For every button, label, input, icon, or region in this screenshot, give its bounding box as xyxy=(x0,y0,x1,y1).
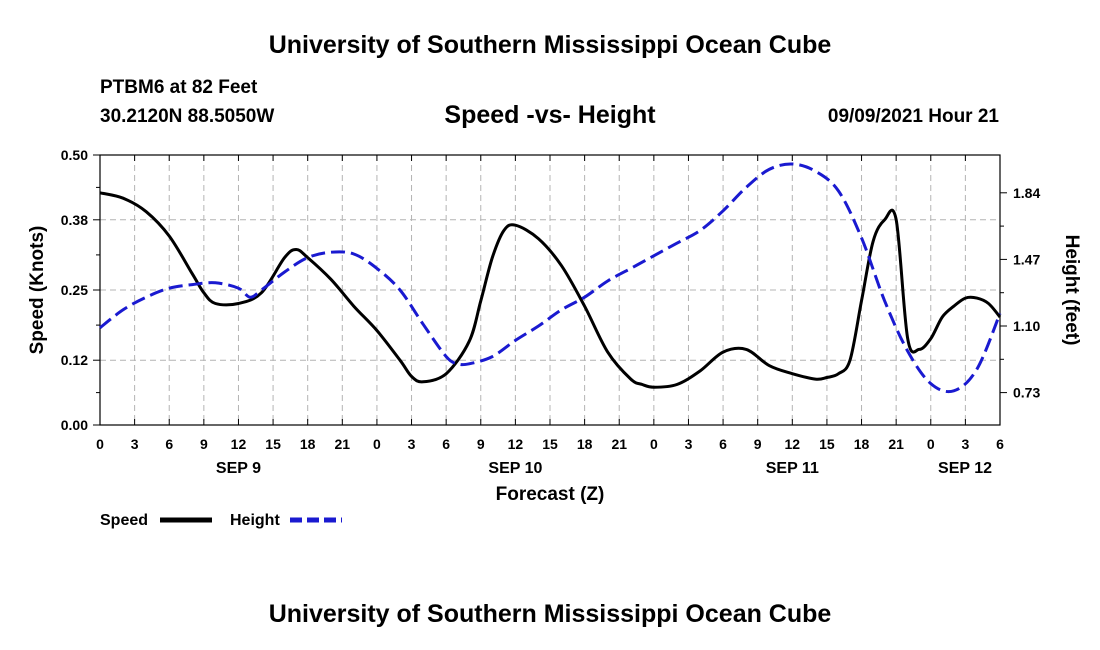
x-tick-label: 15 xyxy=(542,436,558,452)
x-tick-label: 3 xyxy=(408,436,416,452)
x-tick-label: 15 xyxy=(819,436,835,452)
chart-header-title: University of Southern Mississippi Ocean… xyxy=(268,31,832,59)
chart-footer-title: University of Southern Mississippi Ocean… xyxy=(268,600,832,628)
date-label: SEP 11 xyxy=(766,460,819,477)
y-tick-label: 0.00 xyxy=(61,417,88,433)
x-tick-label: 15 xyxy=(265,436,281,452)
y2-tick-label: 1.10 xyxy=(1013,318,1040,334)
x-tick-label: 9 xyxy=(754,436,762,452)
x-tick-label: 21 xyxy=(888,436,904,452)
x-tick-label: 0 xyxy=(96,436,104,452)
coordinates-label: 30.2120N 88.5050W xyxy=(100,106,275,127)
x-tick-label: 6 xyxy=(996,436,1004,452)
chart-title: Speed -vs- Height xyxy=(444,101,656,129)
x-tick-label: 0 xyxy=(373,436,381,452)
y2-tick-label: 1.84 xyxy=(1013,185,1040,201)
y-axis-title: Speed (Knots) xyxy=(27,226,48,355)
data-series xyxy=(99,162,1002,394)
x-tick-label: 6 xyxy=(719,436,727,452)
x-tick-label: 12 xyxy=(785,436,801,452)
x-tick-label: 21 xyxy=(335,436,351,452)
grid-lines xyxy=(100,155,1000,425)
date-label: SEP 9 xyxy=(216,460,261,477)
x-tick-label: 3 xyxy=(685,436,693,452)
x-axis-title: Forecast (Z) xyxy=(496,484,605,505)
x-tick-label: 18 xyxy=(300,436,316,452)
y2-axis-title: Height (feet) xyxy=(1061,235,1082,346)
x-tick-label: 0 xyxy=(650,436,658,452)
legend-speed-label: Speed xyxy=(100,512,148,529)
x-tick-label: 9 xyxy=(477,436,485,452)
x-tick-label: 3 xyxy=(131,436,139,452)
y-tick-label: 0.25 xyxy=(61,282,88,298)
x-tick-label: 3 xyxy=(961,436,969,452)
date-label: SEP 10 xyxy=(488,460,542,477)
y-tick-label: 0.50 xyxy=(61,147,88,163)
x-tick-label: 18 xyxy=(854,436,870,452)
y-tick-label: 0.12 xyxy=(61,352,88,368)
x-tick-label: 18 xyxy=(577,436,593,452)
x-tick-label: 0 xyxy=(927,436,935,452)
series-line-speed xyxy=(99,191,1002,389)
y2-tick-label: 0.73 xyxy=(1013,385,1040,401)
axis-labels: 0 3 6 9 12 15 18 21 0 3 6 9 12 15 18 21 0 3 6 9 12 15 18 21 0 3 6S… xyxy=(61,147,1041,477)
series-line-height xyxy=(99,162,1002,394)
datetime-label: 09/09/2021 Hour 21 xyxy=(827,106,999,127)
x-tick-label: 12 xyxy=(508,436,524,452)
x-tick-label: 6 xyxy=(165,436,173,452)
legend: Speed Height xyxy=(100,512,342,529)
x-tick-label: 21 xyxy=(611,436,627,452)
y2-tick-label: 1.47 xyxy=(1013,251,1040,267)
date-label: SEP 12 xyxy=(938,460,992,477)
station-label: PTBM6 at 82 Feet xyxy=(100,77,258,98)
y-tick-label: 0.38 xyxy=(61,212,88,228)
x-tick-label: 12 xyxy=(231,436,247,452)
axis-ticks xyxy=(93,154,1007,426)
x-tick-label: 9 xyxy=(200,436,208,452)
legend-height-label: Height xyxy=(230,512,280,529)
x-tick-label: 6 xyxy=(442,436,450,452)
